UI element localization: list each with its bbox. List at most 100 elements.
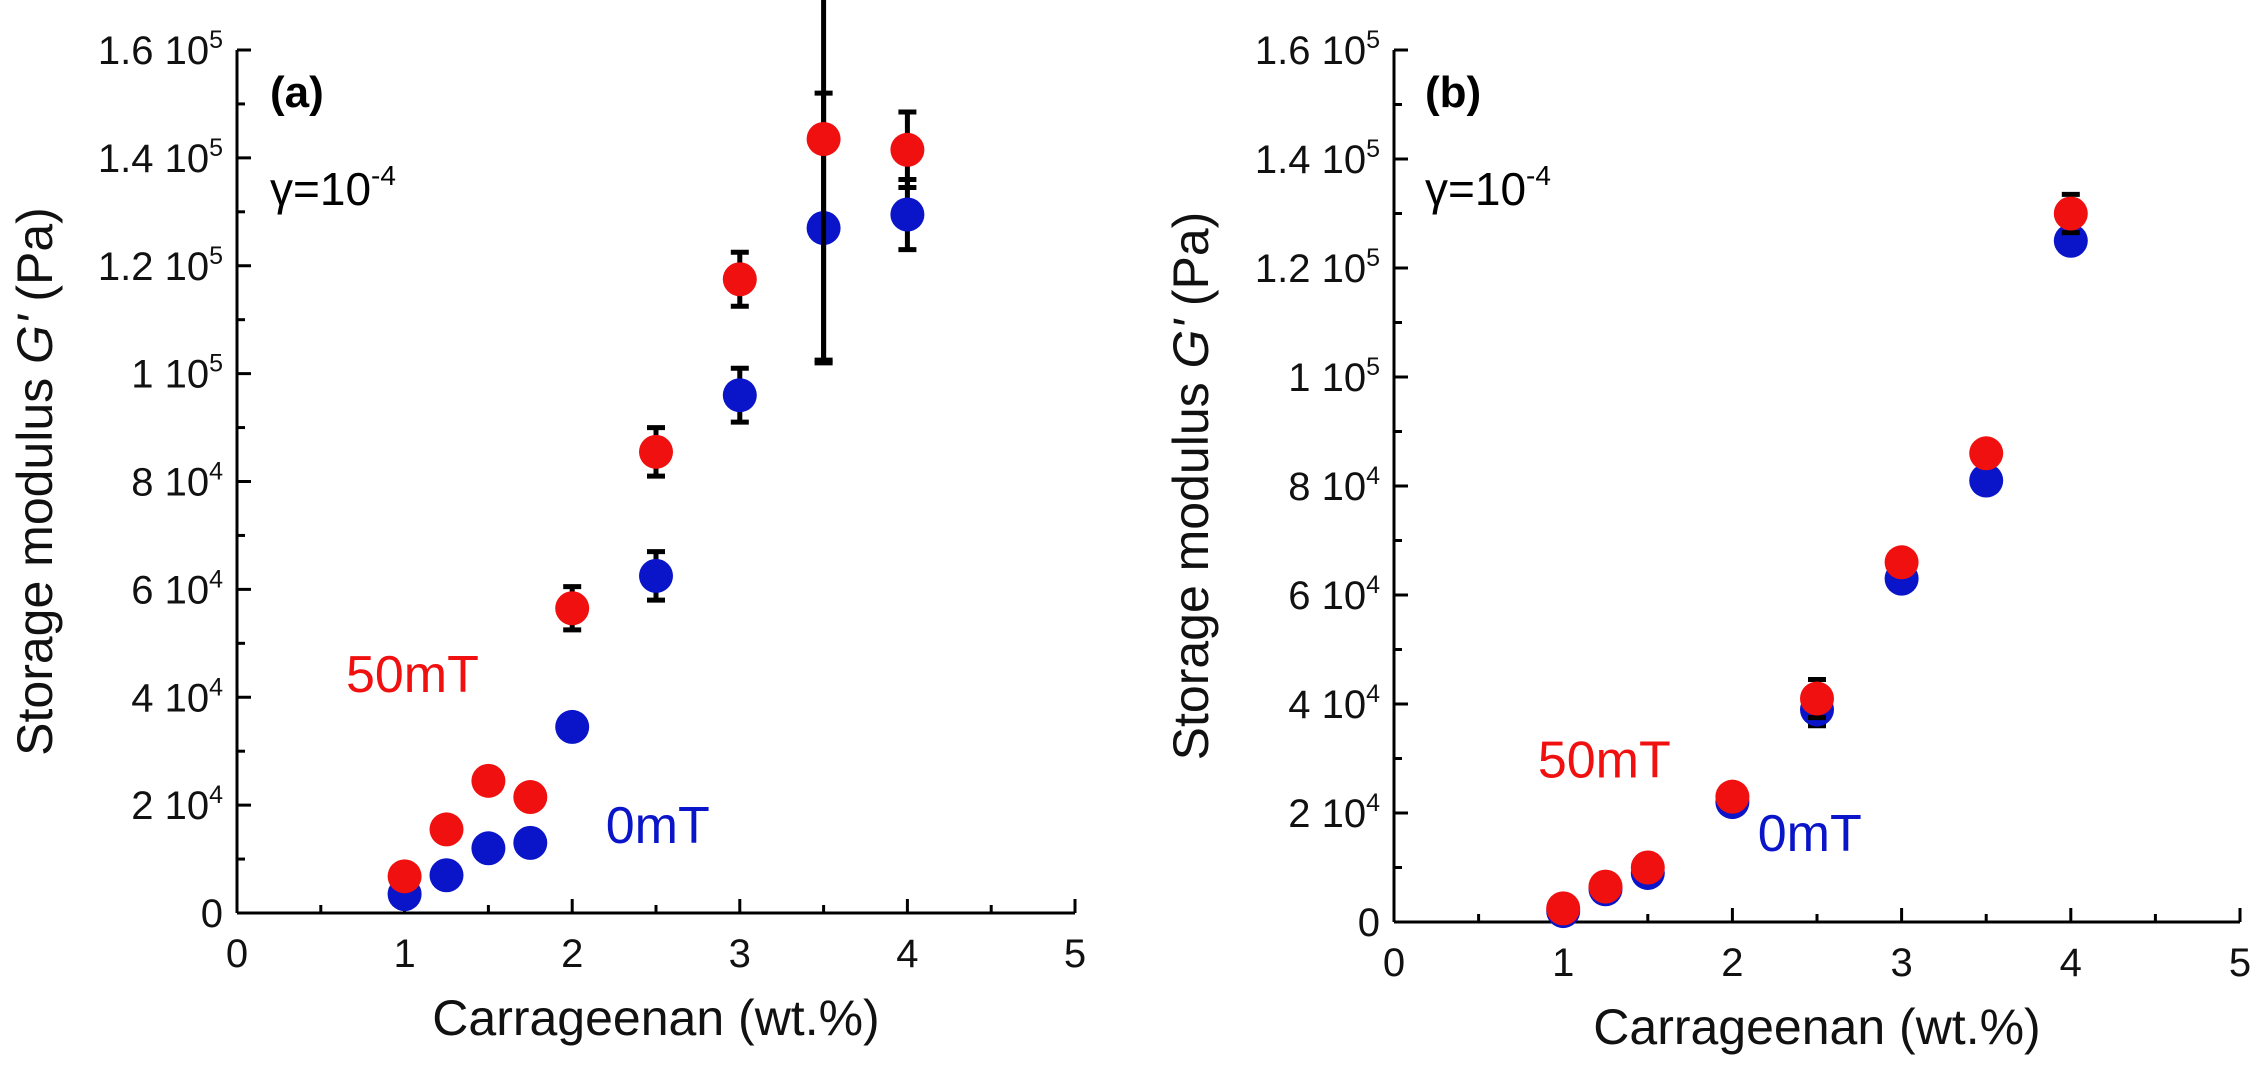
series-50mT — [1546, 191, 2088, 926]
y-tick-mantissa: 1.4 10 — [98, 137, 209, 181]
y-axis-title-unit: (Pa) — [7, 207, 63, 315]
data-point — [639, 558, 673, 593]
x-axis-title: Carrageenan (wt.%) — [1593, 999, 2040, 1055]
strain-annotation-base: γ=10 — [270, 163, 371, 215]
y-tick-mantissa: 6 10 — [131, 568, 209, 612]
series-label: 50mT — [1538, 732, 1671, 790]
series-50mT — [387, 0, 925, 894]
y-tick-label: 4 104 — [1288, 680, 1380, 727]
data-point — [1969, 463, 2004, 498]
y-tick-exponent: 4 — [209, 458, 223, 486]
series-label: 0mT — [1758, 805, 1862, 863]
panel-label: (a) — [270, 68, 324, 117]
data-point — [555, 709, 590, 744]
y-tick-exponent: 4 — [1366, 462, 1380, 490]
y-tick-exponent: 5 — [209, 242, 223, 270]
y-tick-mantissa: 0 — [201, 892, 223, 936]
x-tick-label: 3 — [1890, 941, 1912, 985]
y-tick-label: 1.2 105 — [98, 242, 223, 289]
y-tick-mantissa: 1 10 — [1288, 356, 1366, 400]
y-axis-title-main: Storage modulus — [7, 364, 63, 756]
data-point — [429, 812, 464, 847]
x-tick-label: 5 — [1064, 932, 1086, 976]
y-tick-label: 1.2 105 — [1255, 244, 1380, 291]
strain-annotation-exponent: -4 — [371, 160, 396, 191]
y-tick-mantissa: 0 — [1358, 901, 1380, 945]
data-point — [806, 121, 841, 156]
y-tick-mantissa: 2 10 — [1288, 792, 1366, 836]
data-point — [1546, 891, 1581, 926]
y-tick-label: 1 105 — [1288, 353, 1380, 400]
strain-annotation-exponent: -4 — [1526, 160, 1551, 191]
y-tick-label: 0 — [1358, 901, 1380, 945]
y-tick-label: 2 104 — [1288, 789, 1380, 836]
data-point — [471, 831, 506, 866]
y-tick-label: 2 104 — [131, 781, 223, 828]
x-tick-label: 2 — [1721, 941, 1743, 985]
y-tick-label: 1 105 — [131, 350, 223, 397]
y-tick-exponent: 5 — [209, 26, 223, 54]
y-tick-mantissa: 8 10 — [1288, 465, 1366, 509]
data-point — [722, 262, 757, 297]
series-0mT — [387, 90, 925, 912]
data-point — [1715, 779, 1750, 814]
y-axis-title-symbol: G' — [7, 314, 63, 364]
data-point — [1588, 869, 1623, 904]
y-axis-title-symbol: G' — [1163, 319, 1219, 369]
data-point — [513, 825, 548, 860]
y-tick-mantissa: 2 10 — [131, 784, 209, 828]
y-tick-exponent: 4 — [209, 565, 223, 593]
x-tick-label: 1 — [393, 932, 415, 976]
data-point — [387, 859, 422, 894]
y-tick-exponent: 5 — [1366, 26, 1380, 54]
y-tick-mantissa: 1.6 10 — [98, 29, 209, 73]
data-point — [2053, 196, 2088, 231]
y-tick-label: 8 104 — [1288, 462, 1380, 509]
y-tick-mantissa: 1 10 — [131, 353, 209, 397]
y-tick-label: 1.6 105 — [1255, 26, 1380, 73]
x-tick-label: 4 — [896, 932, 918, 976]
y-tick-mantissa: 1.4 10 — [1255, 138, 1366, 182]
y-tick-label: 6 104 — [1288, 571, 1380, 618]
data-point — [722, 378, 757, 413]
y-tick-exponent: 5 — [1366, 353, 1380, 381]
y-tick-mantissa: 1.2 10 — [98, 245, 209, 289]
y-tick-exponent: 4 — [1366, 571, 1380, 599]
y-tick-label: 8 104 — [131, 458, 223, 505]
y-axis-title: Storage modulus G' (Pa) — [7, 207, 63, 756]
y-axis-title-main: Storage modulus — [1163, 368, 1219, 760]
x-tick-label: 1 — [1552, 941, 1574, 985]
y-tick-exponent: 4 — [209, 781, 223, 809]
data-point — [1630, 850, 1665, 885]
y-tick-label: 1.4 105 — [98, 134, 223, 181]
x-tick-label: 3 — [729, 932, 751, 976]
data-point — [890, 197, 925, 232]
data-point — [471, 763, 506, 798]
x-tick-label: 2 — [561, 932, 583, 976]
y-tick-mantissa: 4 10 — [131, 676, 209, 720]
y-tick-label: 1.6 105 — [98, 26, 223, 73]
y-tick-mantissa: 1.6 10 — [1255, 29, 1366, 73]
data-point — [513, 780, 548, 815]
y-tick-mantissa: 8 10 — [131, 461, 209, 505]
data-point — [555, 591, 590, 626]
series-label: 50mT — [346, 646, 479, 704]
data-point — [639, 434, 673, 469]
data-point — [1800, 681, 1834, 716]
x-tick-label: 0 — [1383, 941, 1405, 985]
y-tick-label: 0 — [201, 892, 223, 936]
y-tick-exponent: 5 — [1366, 135, 1380, 163]
y-tick-label: 4 104 — [131, 673, 223, 720]
x-tick-label: 4 — [2060, 941, 2082, 985]
data-point — [429, 858, 464, 893]
y-tick-mantissa: 6 10 — [1288, 574, 1366, 618]
series-label: 0mT — [606, 797, 710, 855]
y-tick-exponent: 4 — [1366, 680, 1380, 708]
y-tick-exponent: 4 — [1366, 789, 1380, 817]
y-tick-exponent: 5 — [209, 134, 223, 162]
strain-annotation-base: γ=10 — [1425, 163, 1526, 215]
y-tick-exponent: 4 — [209, 673, 223, 701]
